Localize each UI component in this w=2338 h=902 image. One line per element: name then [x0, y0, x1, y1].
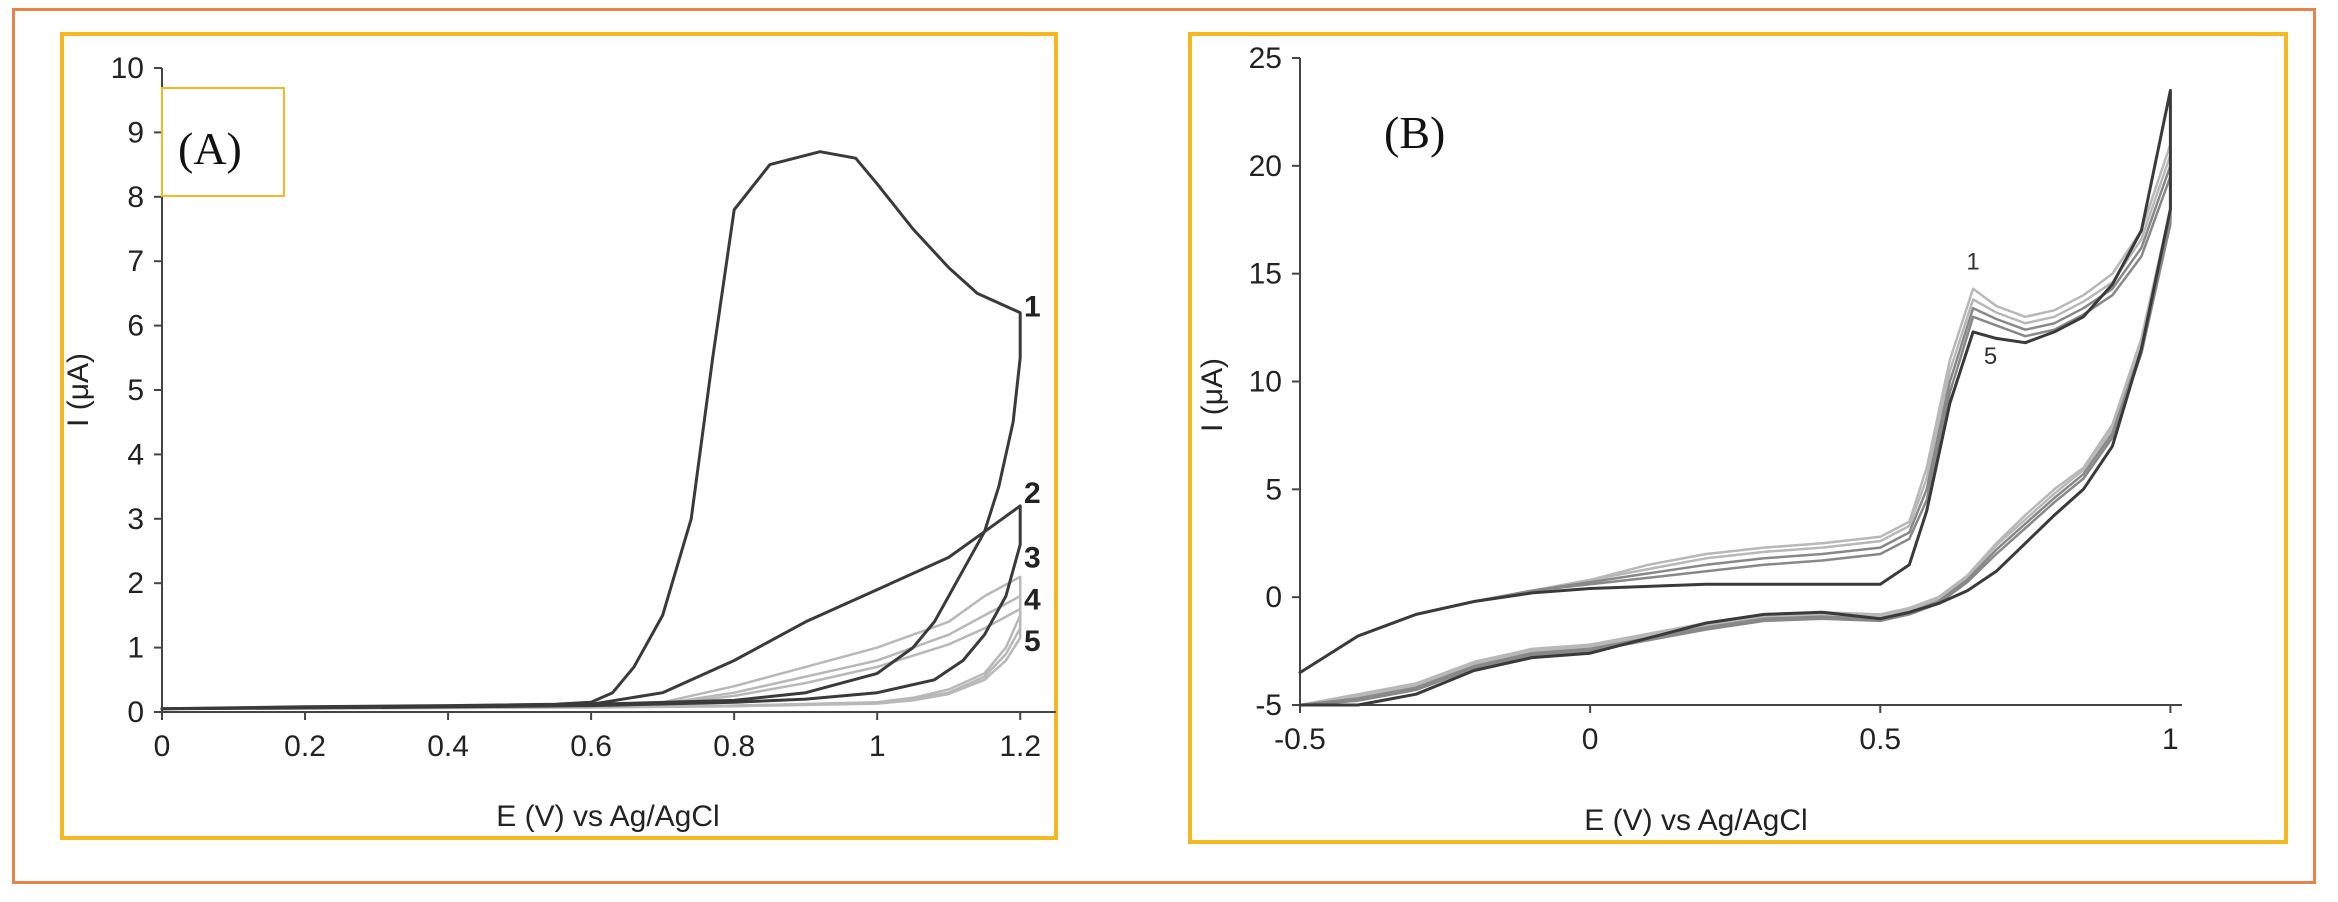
chart-b-xlabel: E (V) vs Ag/AgCl	[1584, 804, 1807, 837]
chart-a-curves: 1 2 3 4 5	[160, 150, 1041, 711]
chart-a-series-label-1: 1	[1024, 290, 1041, 323]
chart-b-y-tick-label: 0	[1265, 581, 1282, 614]
chart-a-y-tick-label: 5	[127, 374, 144, 407]
chart-b-x-tick-label: 1	[2162, 723, 2179, 756]
chart-a-tick-labels: 0 0.2 0.4 0.6 0.8 1 1.2 0 1 2 3 4 5 6 7 8 9 10	[111, 52, 1041, 763]
chart-a-series-label-5: 5	[1024, 625, 1041, 658]
chart-a-y-tick-label: 4	[127, 438, 144, 471]
chart-a-x-tick-label: 1	[869, 730, 886, 763]
chart-a-x-tick-label: 0.8	[713, 730, 755, 763]
chart-b-y-tick-label: 5	[1265, 473, 1282, 506]
panel-a-label-box	[161, 87, 285, 197]
chart-a-series-2	[160, 504, 1022, 711]
chart-a-axes	[154, 67, 1056, 720]
chart-b-x-tick-label: 0.5	[1859, 723, 1901, 756]
chart-a-y-tick-label: 2	[127, 567, 144, 600]
chart-b-x-tick-label: -0.5	[1274, 723, 1326, 756]
chart-b-y-tick-label: -5	[1255, 689, 1282, 722]
chart-b-x-tick-label: 0	[1582, 723, 1599, 756]
chart-a-x-tick-label: 0.6	[570, 730, 612, 763]
figure-border	[12, 8, 2316, 884]
chart-a-y-tick-label: 10	[111, 52, 144, 85]
chart-a-x-tick-label: 0.2	[284, 730, 326, 763]
chart-a-y-tick-label: 1	[127, 632, 144, 665]
chart-a-ylabel: I (μA)	[62, 353, 95, 427]
chart-b-annotation-5: 5	[1984, 343, 1997, 370]
chart-b-y-tick-label: 15	[1249, 258, 1282, 291]
chart-a-y-tick-label: 0	[127, 696, 144, 729]
panel-b-label: (B)	[1384, 107, 1445, 158]
chart-a-series-5	[160, 607, 1022, 711]
chart-b-annotation-1: 1	[1966, 248, 1979, 275]
chart-a-y-tick-label: 3	[127, 503, 144, 536]
chart-a-series-label-3: 3	[1024, 541, 1041, 574]
chart-a-series-label-4: 4	[1024, 583, 1041, 616]
panel-b-border	[1188, 32, 2288, 844]
chart-b-ylabel: I (μA)	[1196, 358, 1229, 432]
chart-b-y-tick-label: 10	[1249, 366, 1282, 399]
chart-a-x-tick-label: 1.2	[999, 730, 1041, 763]
chart-b-y-tick-label: 25	[1249, 42, 1282, 75]
chart-a-series-label-2: 2	[1024, 477, 1041, 510]
chart-a-y-tick-label: 9	[127, 116, 144, 149]
chart-a-series-1	[160, 150, 1022, 711]
chart-b-axes	[1292, 57, 2182, 713]
panel-a-border	[60, 32, 1058, 840]
chart-a-y-tick-label: 7	[127, 245, 144, 278]
chart-a-y-tick-label: 8	[127, 181, 144, 214]
chart-a-x-tick-label: 0.4	[427, 730, 469, 763]
chart-a-series-4	[160, 594, 1022, 711]
chart-b-y-tick-label: 20	[1249, 150, 1282, 183]
chart-a-x-tick-label: 0	[154, 730, 171, 763]
chart-a-y-tick-label: 6	[127, 310, 144, 343]
chart-b-curves: 15	[1298, 88, 2172, 707]
panel-a-label: (A)	[178, 123, 242, 174]
chart-a-xlabel: E (V) vs Ag/AgCl	[496, 800, 719, 833]
chart-b-series-5	[1298, 88, 2172, 707]
chart-b-series-4	[1298, 175, 2172, 707]
